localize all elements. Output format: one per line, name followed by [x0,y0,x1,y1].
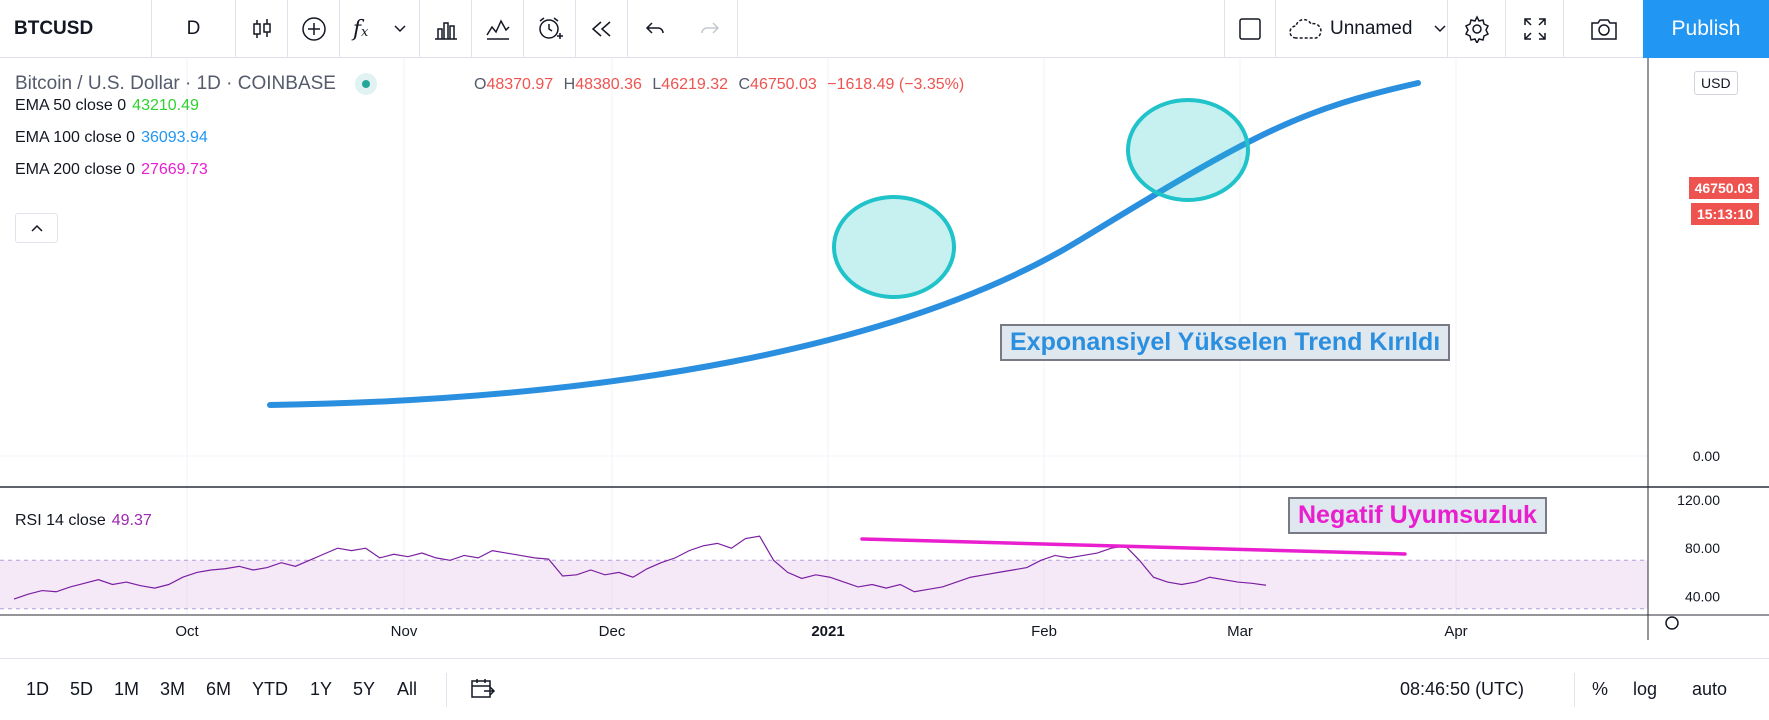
cloud-icon [1289,18,1322,39]
interval-button[interactable]: D [152,0,236,58]
auto-toggle[interactable]: auto [1692,679,1728,699]
rsi-legend[interactable]: RSI 14 close 49.37 [15,512,152,530]
layout-name: Unnamed [1330,18,1413,39]
price-tick-label: 0.00 [1693,448,1720,464]
rsi-line [13,535,1267,600]
time-tick-label: Oct [175,623,199,640]
ema100-label: EMA 100 close 0 [15,129,136,146]
chevron-down-icon [1434,25,1446,33]
bottom-toolbar: 1D 5D 1M 3M 6M YTD 1Y 5Y All 08:46:50 (U… [0,658,1769,720]
rsi-tick-label: 80.00 [1685,540,1720,556]
time-tick-label: Nov [391,623,418,640]
separator [1574,673,1575,707]
highlight-circle [1126,98,1250,202]
ema50-label: EMA 50 close 0 [15,97,127,114]
period-1y[interactable]: 1Y [310,679,333,699]
currency-button[interactable]: USD [1694,71,1738,95]
close-label: C [738,76,751,93]
symbol-legend-title[interactable]: Bitcoin / U.S. Dollar · 1D · COINBASE [15,73,378,95]
rsi-polyline [13,535,1267,600]
axes: 70000.0060000.0050000.0040000.0030000.00… [0,58,1769,640]
goto-date-icon[interactable] [470,677,496,706]
exponential-trendline [267,80,1421,408]
countdown-tag: 15:13:10 [1690,203,1759,225]
undo-icon[interactable] [644,20,666,38]
templates-icon[interactable] [472,0,524,58]
replay-icon[interactable] [576,0,628,58]
time-tick-label: Dec [599,623,626,640]
settings-gear-icon[interactable] [1448,0,1506,58]
layout-name-button[interactable]: Unnamed [1276,0,1448,58]
period-5y[interactable]: 5Y [353,679,376,699]
open-value: 48370.97 [486,76,554,93]
layout-select-icon[interactable] [1224,0,1276,58]
ema50-legend[interactable]: EMA 50 close 0 43210.49 [15,97,199,115]
period-3m[interactable]: 3M [160,679,186,699]
last-price-tag: 46750.03 [1688,177,1759,199]
rsi-value: 49.37 [111,512,152,529]
symbol-title-text: Bitcoin / U.S. Dollar · 1D · COINBASE [15,73,336,95]
period-6m[interactable]: 6M [206,679,232,699]
separator [446,673,447,707]
period-5d[interactable]: 5D [70,679,94,699]
compare-add-icon[interactable] [288,0,340,58]
ema200-legend[interactable]: EMA 200 close 0 27669.73 [15,161,208,179]
time-tick-label: 2021 [811,623,844,640]
low-label: L [652,76,662,93]
period-1m[interactable]: 1M [114,679,140,699]
drawings [267,80,1421,556]
collapse-legend-button[interactable] [15,213,58,243]
high-label: H [563,76,576,93]
redo-icon[interactable] [699,20,721,38]
rsi-band [0,559,1648,610]
indicators-button[interactable]: fx [340,0,420,58]
time-tick-label: Feb [1031,623,1057,640]
percent-toggle[interactable]: % [1592,679,1609,699]
ema200-label: EMA 200 close 0 [15,161,136,178]
period-ytd[interactable]: YTD [252,679,288,699]
ema200-value: 27669.73 [141,161,208,178]
chart-settings-icon [1665,616,1679,630]
publish-button[interactable]: Publish [1643,0,1769,58]
candles-style-icon[interactable] [236,0,288,58]
rsi-tick-label: 120.00 [1677,492,1720,508]
clock-timezone[interactable]: 08:46:50 (UTC) [1400,679,1525,699]
ema100-legend[interactable]: EMA 100 close 0 36093.94 [15,129,208,147]
time-tick-label: Apr [1444,623,1467,640]
divergence-annotation[interactable]: Negatif Uyumsuzluk [1288,497,1547,534]
undo-redo-group [628,0,738,58]
financials-icon[interactable] [420,0,472,58]
divergence-line [860,537,1407,556]
symbol-search-button[interactable]: BTCUSD [0,0,152,58]
chevron-up-icon [30,224,43,232]
highlight-circle [832,195,956,299]
rsi-band-fill [0,560,1648,609]
fullscreen-icon[interactable] [1506,0,1564,58]
period-all[interactable]: All [397,679,418,699]
period-1d[interactable]: 1D [26,679,50,699]
time-tick-label: Mar [1227,623,1253,640]
ema100-value: 36093.94 [141,129,208,146]
high-value: 48380.36 [575,76,642,93]
market-status-dot [355,73,378,95]
ohlc-values: O48370.97 H48380.36 L46219.32 C46750.03 … [474,76,964,94]
trend-annotation[interactable]: Exponansiyel Yükselen Trend Kırıldı [1000,324,1451,361]
open-label: O [474,76,487,93]
log-toggle[interactable]: log [1633,679,1658,699]
ema50-value: 43210.49 [132,97,199,114]
alert-icon[interactable] [524,0,576,58]
top-toolbar: BTCUSD D fx Unnamed Publish [0,0,1769,58]
change-value: −1618.49 (−3.35%) [827,76,965,93]
rsi-tick-label: 40.00 [1685,589,1720,605]
close-value: 46750.03 [750,76,817,93]
low-value: 46219.32 [661,76,729,93]
rsi-label: RSI 14 close [15,512,106,529]
fx-icon: fx [352,16,369,42]
chevron-down-icon [394,25,406,33]
